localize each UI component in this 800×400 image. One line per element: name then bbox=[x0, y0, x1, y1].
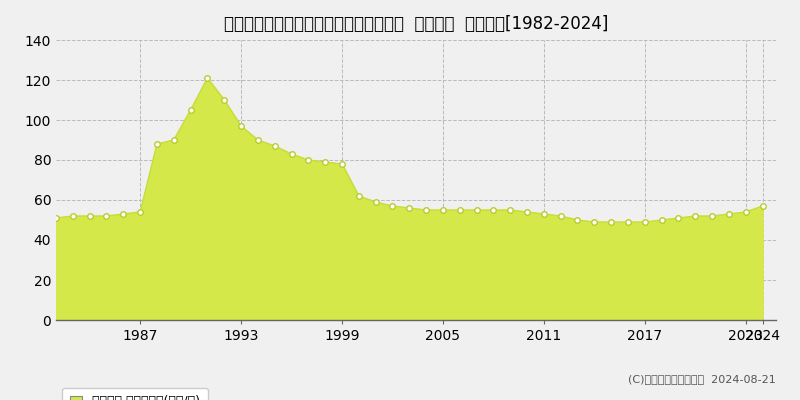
Legend: 地価公示 平均坪単価(万円/坪): 地価公示 平均坪単価(万円/坪) bbox=[62, 388, 208, 400]
Title: 埼玉県川越市砂新田２丁目１９番２１外  地価公示  地価推移[1982-2024]: 埼玉県川越市砂新田２丁目１９番２１外 地価公示 地価推移[1982-2024] bbox=[224, 15, 608, 33]
Text: (C)土地価格ドットコム  2024-08-21: (C)土地価格ドットコム 2024-08-21 bbox=[628, 374, 776, 384]
